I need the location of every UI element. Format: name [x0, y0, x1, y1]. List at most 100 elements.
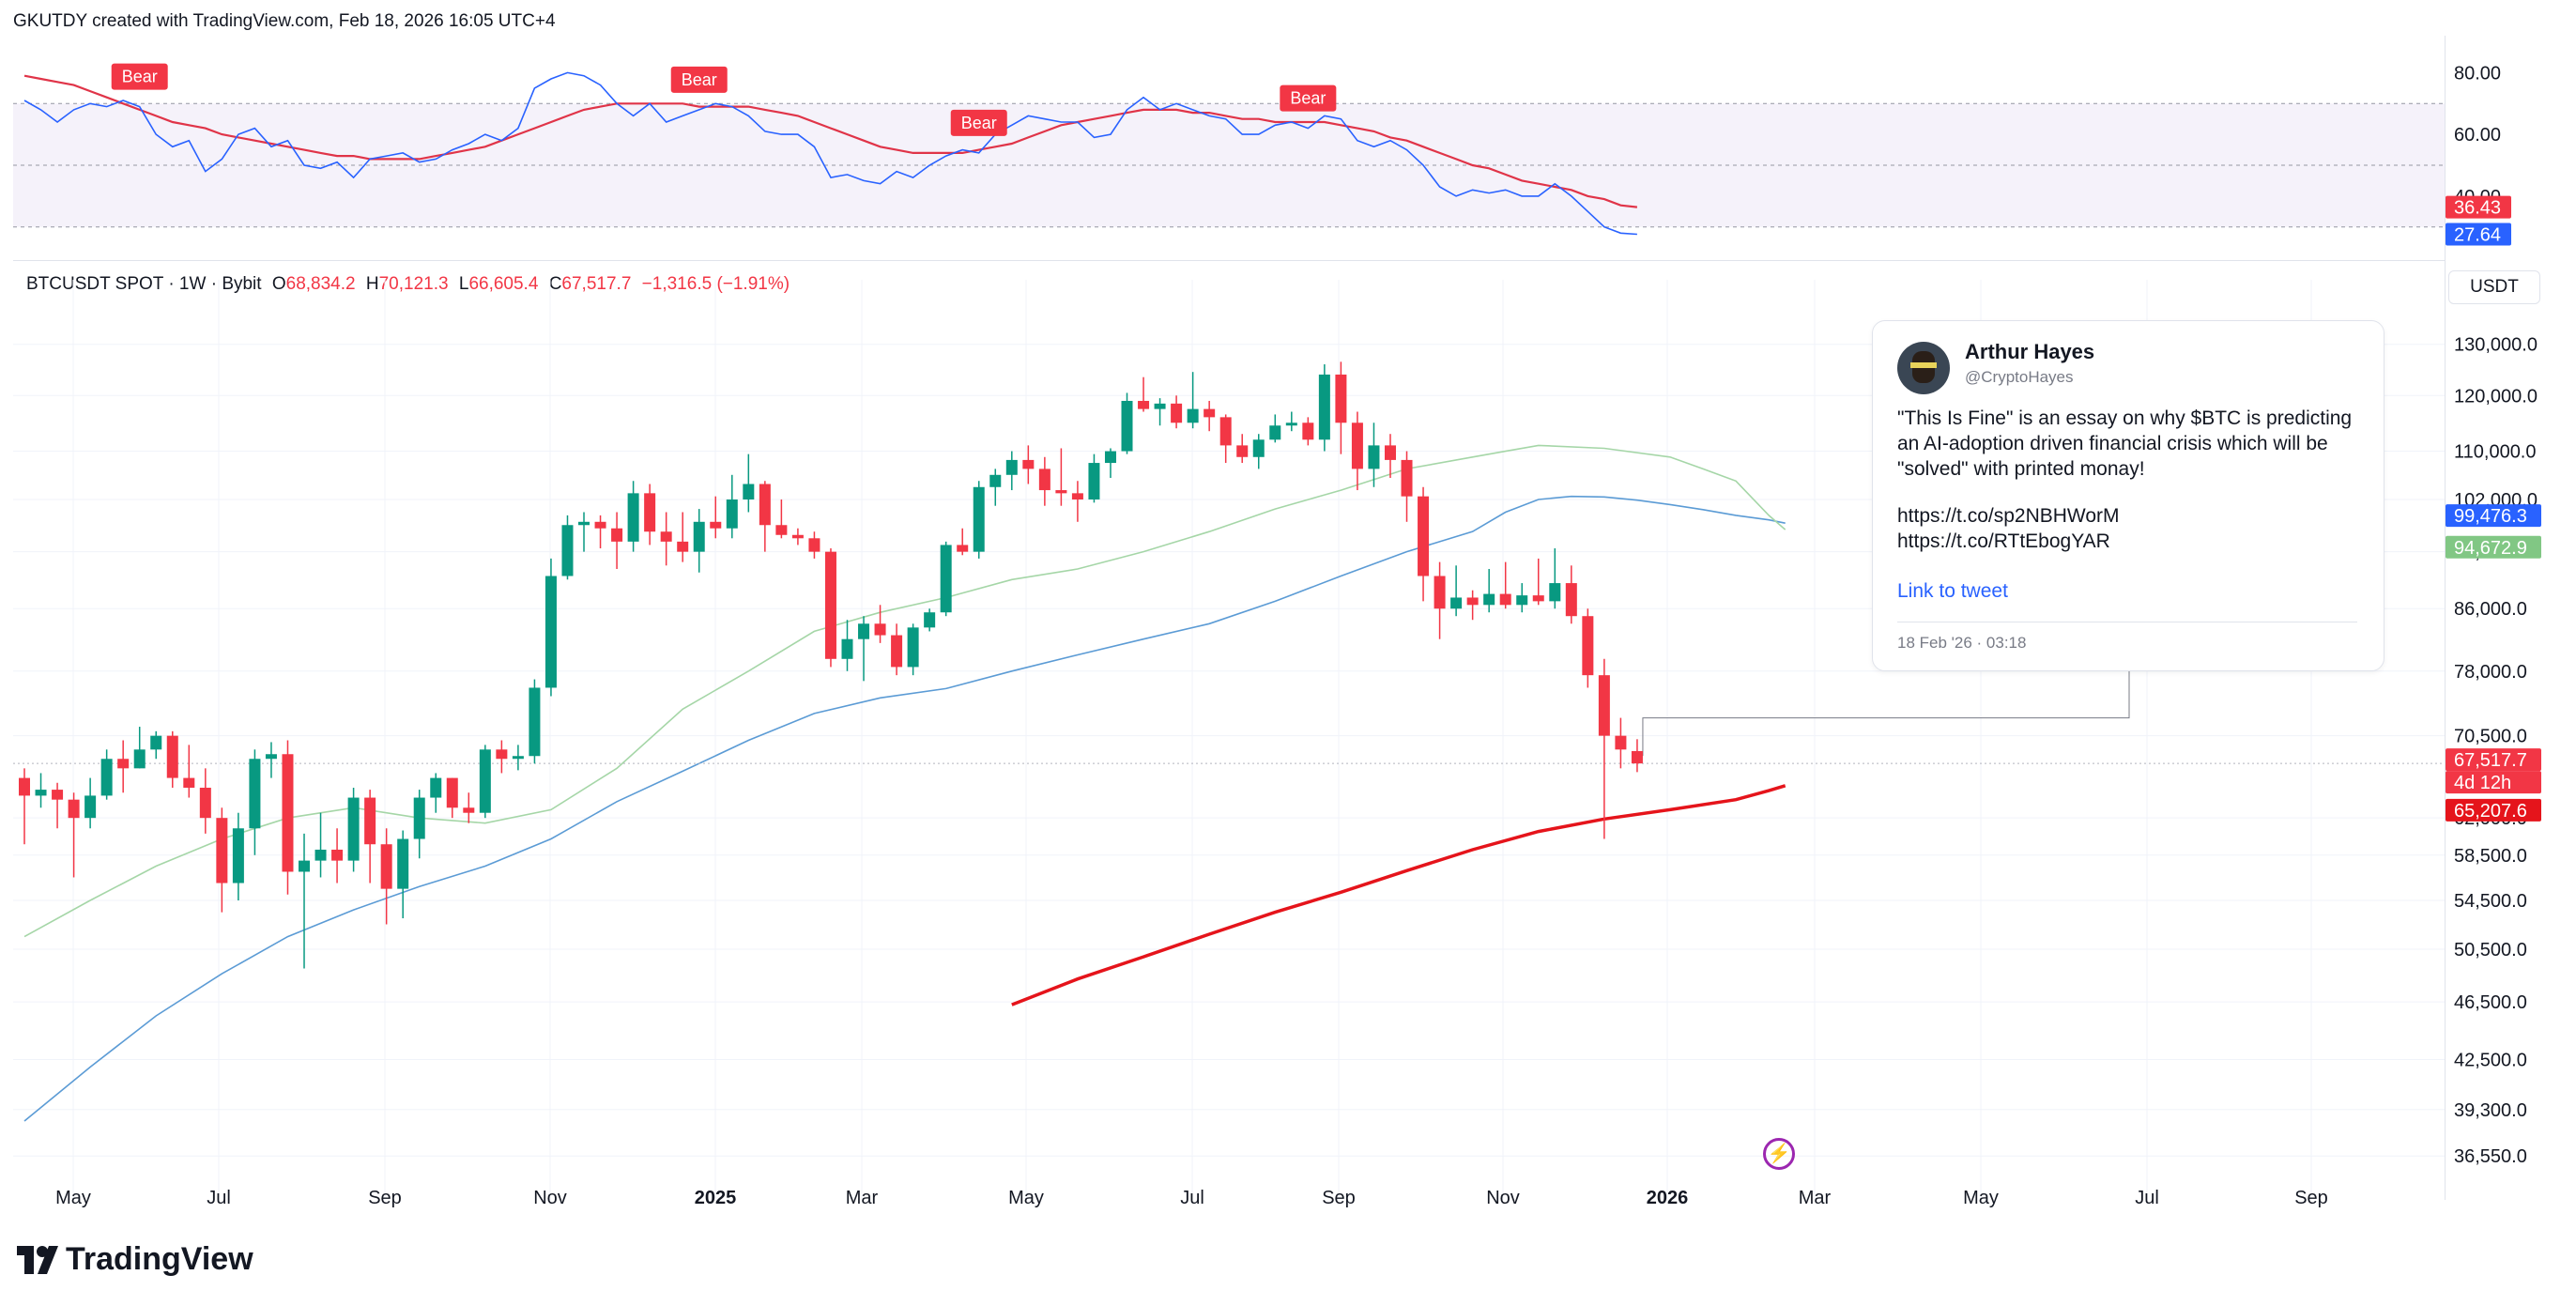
candle-body [529, 687, 541, 757]
candle-body [347, 797, 360, 861]
bear-tag: Bear [122, 68, 158, 86]
candle-body [397, 838, 409, 889]
bolt-icon[interactable]: ⚡ [1763, 1138, 1795, 1170]
rsi-label: 27.64 [2454, 224, 2501, 245]
candle-body [265, 754, 277, 760]
candle-body [775, 525, 788, 535]
candle-body [660, 531, 672, 542]
candle-body [907, 627, 919, 668]
candle-body [100, 759, 113, 796]
tweet-card: Arthur Hayes @CryptoHayes "This Is Fine"… [1872, 320, 2384, 671]
x-tick-label: 2025 [695, 1188, 737, 1208]
price-label: 4d 12h [2454, 773, 2511, 793]
bear-tag-bg [111, 63, 168, 90]
rsi-y-tick: 80.00 [2454, 63, 2501, 84]
candle-body [1631, 750, 1643, 764]
candle-body [216, 818, 228, 883]
candle-body [1204, 408, 1216, 418]
x-tick-label: Sep [368, 1188, 402, 1208]
candle-body [759, 484, 771, 526]
legend-symbol[interactable]: BTCUSDT SPOT · 1W · Bybit [26, 274, 262, 294]
bear-tag: Bear [1290, 89, 1326, 108]
price-chart[interactable]: 130,000.0120,000.0110,000.0102,000.094,0… [0, 261, 2576, 1209]
logo-text: TradingView [66, 1241, 253, 1277]
candle-body [1335, 374, 1347, 423]
y-tick-label: 54,500.0 [2454, 891, 2527, 912]
pane-separator[interactable] [13, 260, 2445, 261]
candle-body [874, 623, 886, 636]
candle-body [232, 828, 244, 883]
candle-body [726, 499, 738, 529]
legend-low: 66,605.4 [468, 274, 539, 294]
candle-body [1466, 597, 1479, 606]
candle-body [331, 849, 344, 861]
candle-body [512, 756, 524, 760]
candle-body [1055, 490, 1067, 494]
candle-body [1252, 439, 1265, 457]
candle-body [1171, 403, 1183, 423]
candle-body [1499, 593, 1511, 606]
x-tick-label: Nov [1486, 1188, 1520, 1208]
rsi-label-bg [2446, 223, 2511, 246]
legend-close-label: C [548, 274, 562, 294]
link-to-tweet[interactable]: Link to tweet [1897, 580, 2008, 602]
x-tick-label: May [1008, 1188, 1044, 1208]
tweet-link-1[interactable]: https://t.co/sp2NBHWorM [1897, 505, 2120, 527]
candle-body [1598, 675, 1610, 736]
tradingview-logo[interactable]: TradingView [17, 1241, 253, 1278]
ma-blue-line [23, 495, 1786, 1122]
candle-body [824, 551, 836, 659]
candle-body [924, 612, 936, 628]
candle-body [1582, 616, 1594, 676]
candle-body [611, 528, 623, 542]
legend-close: 67,517.7 [561, 274, 632, 294]
candle-body [989, 474, 1002, 487]
x-tick-label: 2026 [1647, 1188, 1689, 1208]
candle-body [1071, 493, 1083, 499]
currency-selector[interactable]: USDT [2448, 270, 2540, 304]
candle-body [627, 493, 639, 542]
avatar [1897, 342, 1950, 394]
price-label-bg [2446, 504, 2541, 528]
candle-body [68, 799, 80, 819]
candle-body [496, 749, 508, 760]
y-tick-label: 42,500.0 [2454, 1050, 2527, 1070]
candle-body [133, 749, 146, 769]
candle-body [1236, 445, 1249, 457]
x-tick-label: Nov [533, 1188, 567, 1208]
candle-body [1104, 451, 1116, 464]
candle-body [544, 576, 557, 688]
candle-body [1615, 735, 1627, 750]
rsi-pane[interactable]: 80.0060.0040.0036.4327.64BearBearBearBea… [0, 36, 2576, 261]
candle-body [693, 521, 705, 552]
tweet-author: Arthur Hayes [1965, 340, 2095, 363]
y-tick-label: 86,000.0 [2454, 599, 2527, 620]
candle-body [1384, 445, 1396, 460]
tweet-text: "This Is Fine" is an essay on why $BTC i… [1897, 407, 2353, 480]
candle-body [314, 849, 327, 861]
y-tick-label: 36,550.0 [2454, 1146, 2527, 1167]
x-tick-label: Mar [846, 1188, 879, 1208]
bear-tag-bg [670, 66, 728, 93]
candle-body [808, 538, 820, 552]
x-tick-label: May [1963, 1188, 1999, 1208]
y-tick-label: 78,000.0 [2454, 662, 2527, 683]
x-tick-label: Jul [2135, 1188, 2159, 1208]
candle-body [430, 777, 442, 798]
tweet-link-2[interactable]: https://t.co/RTtEbogYAR [1897, 530, 2110, 552]
x-tick-label: Jul [1180, 1188, 1204, 1208]
tweet-connector [1642, 669, 2130, 757]
candle-body [1532, 595, 1544, 602]
candle-body [1565, 583, 1577, 617]
price-label-bg [2446, 798, 2541, 822]
candle-body [1219, 417, 1232, 446]
y-tick-label: 120,000.0 [2454, 386, 2538, 407]
y-tick-label: 58,500.0 [2454, 846, 2527, 867]
x-tick-label: Mar [1799, 1188, 1832, 1208]
bear-tag: Bear [961, 114, 997, 132]
candle-body [841, 638, 853, 659]
candle-body [479, 749, 491, 813]
x-tick-label: Sep [1322, 1188, 1356, 1208]
candle-body [35, 790, 47, 796]
candle-body [644, 493, 656, 532]
